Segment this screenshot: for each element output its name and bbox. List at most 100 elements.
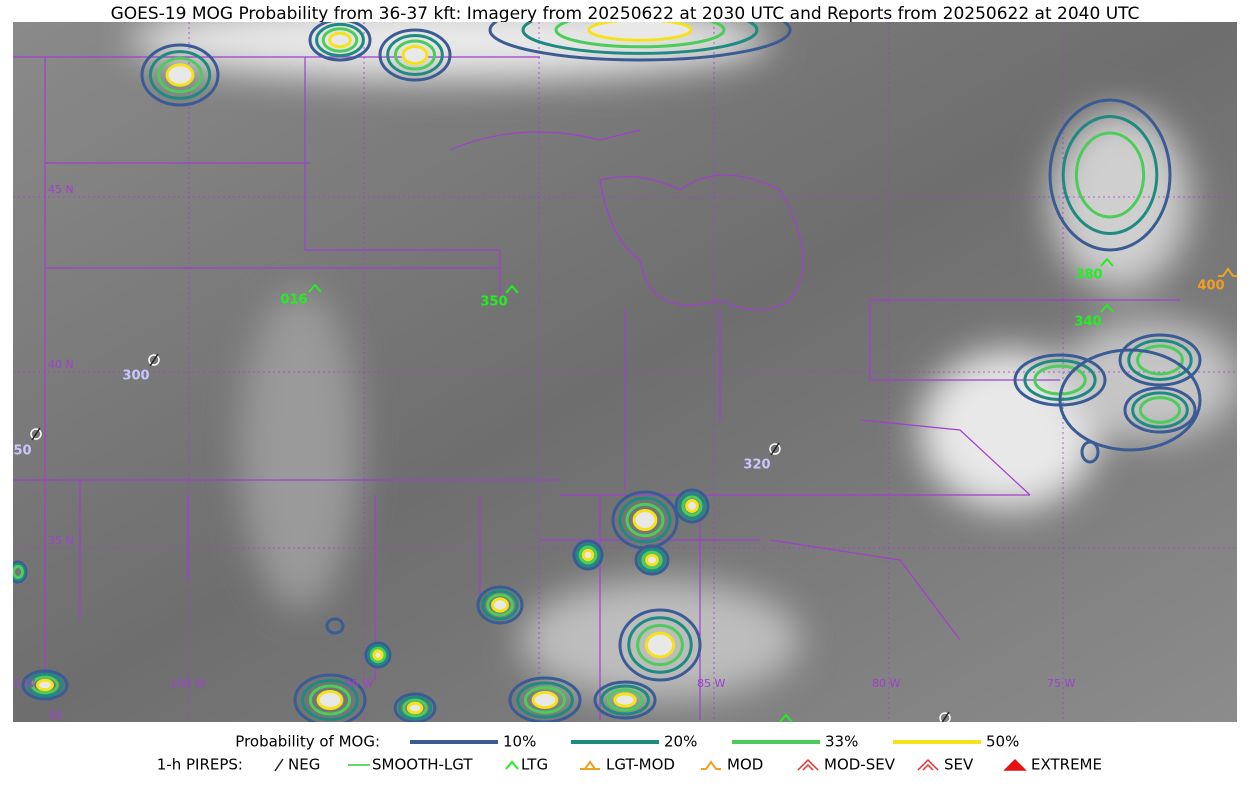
contour xyxy=(674,488,710,524)
ltg-symbol xyxy=(308,283,322,293)
contour xyxy=(31,675,59,695)
grid-label: 45 N xyxy=(48,183,74,196)
report-label: 400 xyxy=(1197,279,1224,294)
contour xyxy=(406,701,424,715)
contour xyxy=(636,623,684,667)
contour xyxy=(1080,440,1100,464)
contour xyxy=(386,34,444,76)
clouds xyxy=(130,22,1237,700)
contour xyxy=(685,499,699,513)
contour xyxy=(393,39,437,71)
contour xyxy=(1118,333,1202,387)
report-label: 016 xyxy=(280,293,307,308)
report-label: 340 xyxy=(1074,315,1101,330)
contour xyxy=(1048,98,1172,252)
ltg-symbol xyxy=(1100,257,1114,267)
contour xyxy=(632,508,658,532)
map: 45 N 40 N 35 N 30 105 W 100 W 95 W 85 W 80 W 75 W… xyxy=(0,22,1237,739)
contour xyxy=(321,27,359,53)
grid-label: 105 W xyxy=(0,677,35,690)
mod-symbol xyxy=(580,760,600,770)
ltg-symbol xyxy=(1100,303,1114,313)
contour xyxy=(26,672,64,698)
contour xyxy=(328,31,352,49)
report-label: 350 xyxy=(4,444,31,459)
contour xyxy=(1074,131,1146,219)
legend-item: 50% xyxy=(986,733,1019,751)
legend-label: Probability of MOG: xyxy=(235,733,380,751)
contour xyxy=(308,684,352,716)
contour xyxy=(378,28,452,82)
ltg-symbol xyxy=(505,284,519,294)
contour xyxy=(488,22,792,62)
contour xyxy=(165,63,195,87)
pireps-item: MOD xyxy=(727,756,763,774)
contour xyxy=(21,669,69,701)
contour xyxy=(581,548,595,562)
neg-symbol xyxy=(30,428,42,440)
contour xyxy=(13,560,28,584)
contour xyxy=(572,539,604,571)
legend-item: 20% xyxy=(664,733,697,751)
contour xyxy=(618,496,672,544)
contour xyxy=(316,690,344,710)
grid-label: 30 xyxy=(48,709,62,722)
pireps-item: LTG xyxy=(521,756,548,774)
contour xyxy=(627,616,693,674)
report-label: 340 xyxy=(753,724,780,739)
sev-symbol xyxy=(917,758,939,771)
pireps-item: NEG xyxy=(288,756,320,774)
pireps-item: SEV xyxy=(944,756,974,774)
contour xyxy=(397,695,433,721)
contour xyxy=(644,631,676,659)
contour xyxy=(364,641,392,669)
contour xyxy=(516,681,574,719)
contour xyxy=(481,589,519,621)
pireps-item: EXTREME xyxy=(1031,756,1102,774)
contour xyxy=(554,22,726,49)
title: GOES-19 MOG Probability from 36-37 kft: … xyxy=(111,4,1140,24)
contour xyxy=(1136,344,1184,376)
legend: Probability of MOG: 10% 20% 33% 50% 1-h PIREP… xyxy=(157,733,1102,774)
grid-label: 100 W xyxy=(170,677,205,690)
pireps-item: LGT-MOD xyxy=(606,756,675,774)
contour xyxy=(325,617,345,635)
contour xyxy=(1061,115,1159,235)
contour xyxy=(587,22,693,42)
grid-label: 40 N xyxy=(48,358,74,371)
report-label: 320 xyxy=(743,458,770,473)
contour xyxy=(486,593,514,617)
report-label: 380 xyxy=(1075,268,1102,283)
borders xyxy=(13,56,1180,720)
contours xyxy=(13,22,1202,722)
contour xyxy=(578,545,598,565)
contour xyxy=(678,492,706,520)
grid-label: 75 W xyxy=(1047,677,1075,690)
neg-slash xyxy=(770,442,780,456)
grid-labels: 45 N 40 N 35 N 30 105 W 100 W 95 W 85 W 80 W 75 W xyxy=(0,183,1075,722)
graticule xyxy=(13,22,1237,722)
contour xyxy=(645,553,659,567)
contour xyxy=(401,45,429,65)
contour xyxy=(402,698,428,718)
neg-symbol xyxy=(939,712,951,722)
contour xyxy=(36,678,54,692)
contour xyxy=(369,646,387,664)
contour xyxy=(606,688,644,712)
contour xyxy=(618,608,702,682)
neg-slash xyxy=(31,427,41,441)
neg-slash xyxy=(941,711,950,722)
neg-slash xyxy=(274,758,284,772)
contour xyxy=(1058,348,1202,452)
mod-symbol xyxy=(701,760,721,770)
ltg-symbol xyxy=(779,713,793,722)
contour xyxy=(1127,339,1193,381)
contour xyxy=(521,22,759,55)
contour xyxy=(148,50,212,100)
contour xyxy=(140,43,220,107)
neg-symbol xyxy=(273,759,285,771)
contour xyxy=(681,495,703,517)
contour xyxy=(575,542,601,568)
grid-label: 80 W xyxy=(872,677,900,690)
